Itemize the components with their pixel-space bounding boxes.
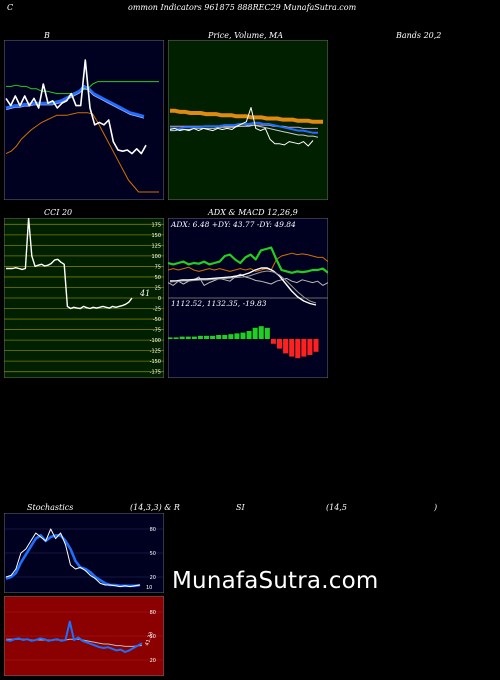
price-ma-chart <box>168 40 328 200</box>
adx-values: ADX: 6.48 +DY: 43.77 -DY: 49.84 <box>171 220 296 229</box>
macd-hist-bar <box>283 339 289 354</box>
price-panel <box>168 40 328 200</box>
macd-hist-bar <box>240 332 246 339</box>
adx-minus-di <box>168 252 328 272</box>
cci-tick-label: 75 <box>155 264 161 270</box>
price-title: Price, Volume, MA <box>208 31 284 40</box>
macd-hist-bar <box>216 335 222 339</box>
cci-tick-label: 25 <box>155 285 161 291</box>
cci-tick-label: 100 <box>151 254 161 260</box>
cci-line <box>6 218 133 310</box>
macd-hist-bar <box>264 327 270 339</box>
adx-plus-di <box>168 246 328 274</box>
stoch-tick-label: 50 <box>150 551 156 557</box>
macd-hist-bar <box>168 337 173 339</box>
rsi-panel: 80 50 20 41.33 <box>4 596 164 676</box>
macd-hist-bar <box>289 339 295 357</box>
macd-hist-bar <box>246 331 252 339</box>
stoch-k-line <box>5 528 141 588</box>
bollinger-panel <box>4 40 164 200</box>
macd-hist-bar <box>197 335 203 339</box>
stochastics-chart: 80 50 20 10 <box>4 513 164 593</box>
price-ma-orange <box>170 108 323 124</box>
header-left-letter: C <box>7 3 14 12</box>
bb-lower-band <box>5 112 159 193</box>
rsi-tick-label: 50 <box>150 634 156 640</box>
cci-tick-label: -100 <box>150 338 161 344</box>
macd-signal-line <box>169 270 317 304</box>
bands-title: Bands 20,2 <box>396 31 442 40</box>
stoch-title-b: (14,3,3) & R <box>130 503 180 512</box>
price-ma-blue <box>170 121 318 134</box>
stoch-last-label: 10 <box>146 585 152 591</box>
stoch-title-a: Stochastics <box>27 503 74 512</box>
macd-hist-bar <box>313 339 319 352</box>
stoch-tick-label: 80 <box>150 527 156 533</box>
cci-tick-label: 150 <box>151 233 161 239</box>
stoch-title-c: SI <box>236 503 245 512</box>
macd-hist-bar <box>204 335 209 339</box>
macd-hist-bar <box>228 334 234 339</box>
macd-hist-bar <box>191 336 197 339</box>
price-close-line <box>169 107 314 147</box>
rsi-tick-label: 20 <box>150 658 156 664</box>
macd-values: 1112.52, 1132.35, -19.83 <box>171 299 267 308</box>
macd-hist-bar <box>301 339 307 357</box>
cci-tick-label: -150 <box>150 359 161 365</box>
header-title: ommon Indicators 961875 888REC29 MunafaS… <box>128 3 357 12</box>
macd-hist-bar <box>179 336 185 339</box>
rsi-line <box>5 620 143 653</box>
macd-hist-bar <box>295 339 301 359</box>
macd-hist-bar <box>173 337 179 339</box>
cci-tick-label: 0 <box>158 296 161 302</box>
macd-hist-bar <box>252 327 258 339</box>
macd-hist-bar <box>270 339 276 344</box>
adx-panel: ADX: 6.48 +DY: 43.77 -DY: 49.84 1112.52,… <box>168 218 328 378</box>
macd-hist-bar <box>210 335 216 339</box>
cci-tick-label: 175 <box>151 222 161 228</box>
cci-tick-label: -175 <box>150 370 161 376</box>
adx-macd-chart <box>168 218 328 378</box>
rsi-tick-label: 80 <box>150 610 156 616</box>
macd-hist-bar <box>222 335 228 339</box>
stoch-d-line <box>5 534 141 588</box>
macd-hist-bar <box>277 339 282 349</box>
cci-tick-label: -75 <box>153 328 161 334</box>
cci-tick-label: 50 <box>155 275 161 281</box>
stoch-title-e: ) <box>434 503 438 512</box>
cci-tick-label: -50 <box>153 317 161 323</box>
cci-panel: 175 150 125 100 75 50 25 0 -25 -50 -75 -100 -125 -150… <box>4 218 164 378</box>
stoch-panel: 80 50 20 10 <box>4 513 164 593</box>
adx-title: ADX & MACD 12,26,9 <box>208 208 298 217</box>
watermark: MunafaSutra.com <box>172 568 379 594</box>
bb-title: B <box>44 31 50 40</box>
cci-chart: 175 150 125 100 75 50 25 0 -25 -50 -75 -100 -125 -150… <box>4 218 164 378</box>
cci-tick-label: 125 <box>151 243 161 249</box>
macd-hist-bar <box>258 326 264 339</box>
bb-price-line <box>5 59 147 155</box>
macd-line <box>170 267 317 306</box>
macd-hist-bar <box>307 339 313 355</box>
cci-title: CCI 20 <box>44 208 73 217</box>
macd-hist-bar <box>185 336 191 339</box>
bollinger-chart <box>4 40 164 200</box>
rsi-last-label: 41.33 <box>144 631 155 647</box>
stoch-tick-label: 20 <box>150 575 156 581</box>
cci-tick-label: -25 <box>153 307 161 313</box>
cci-last-label: 41 <box>139 289 150 298</box>
macd-hist-bar <box>234 333 240 339</box>
rsi-chart: 80 50 20 41.33 <box>4 596 164 676</box>
stoch-title-d: (14,5 <box>326 503 347 512</box>
cci-tick-label: -125 <box>150 349 161 355</box>
